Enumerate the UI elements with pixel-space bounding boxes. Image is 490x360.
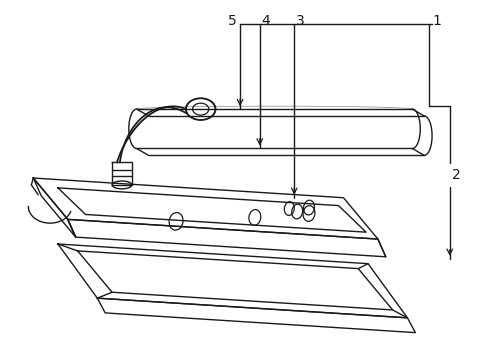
Text: 5: 5 — [228, 14, 237, 27]
Text: 1: 1 — [432, 14, 441, 27]
Text: 2: 2 — [452, 168, 461, 182]
Text: 3: 3 — [296, 14, 305, 27]
Text: 4: 4 — [262, 14, 270, 27]
